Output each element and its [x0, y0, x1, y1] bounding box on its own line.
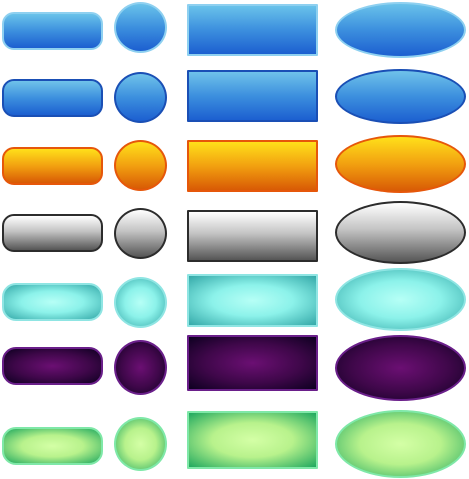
blue-oval-button[interactable]	[335, 2, 466, 58]
orange-circle-button[interactable]	[114, 140, 167, 191]
blue-circle-button[interactable]	[114, 2, 167, 53]
orange-oval-button[interactable]	[335, 135, 466, 193]
purple-rectangle-button[interactable]	[187, 335, 318, 391]
gray-oval-button[interactable]	[335, 201, 466, 264]
purple-circle-button[interactable]	[114, 340, 167, 395]
teal-circle-button[interactable]	[114, 277, 167, 328]
orange-rectangle-button[interactable]	[187, 140, 318, 192]
green-oval-button[interactable]	[335, 410, 466, 478]
blue-outlined-oval-button[interactable]	[335, 69, 466, 124]
gray-circle-button[interactable]	[114, 208, 167, 259]
green-rectangle-button[interactable]	[187, 411, 318, 469]
gray-rectangle-button[interactable]	[187, 210, 318, 262]
teal-pill-button[interactable]	[2, 283, 103, 321]
orange-pill-button[interactable]	[2, 147, 103, 185]
blue-pill-button[interactable]	[2, 12, 103, 50]
blue-outlined-pill-button[interactable]	[2, 79, 103, 117]
blue-outlined-rectangle-button[interactable]	[187, 70, 318, 122]
purple-oval-button[interactable]	[335, 335, 466, 401]
blue-rectangle-button[interactable]	[187, 4, 318, 56]
blue-outlined-circle-button[interactable]	[114, 72, 167, 123]
green-pill-button[interactable]	[2, 427, 103, 465]
gray-pill-button[interactable]	[2, 214, 103, 252]
teal-rectangle-button[interactable]	[187, 274, 318, 327]
teal-oval-button[interactable]	[335, 268, 466, 331]
green-circle-button[interactable]	[114, 417, 167, 471]
purple-pill-button[interactable]	[2, 347, 103, 385]
